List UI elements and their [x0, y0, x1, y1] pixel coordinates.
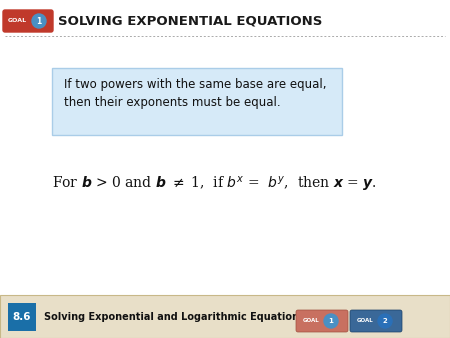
Bar	[8, 303, 36, 331]
Text: then their exponents must be equal.: then their exponents must be equal.	[64, 96, 281, 109]
Text: SOLVING EXPONENTIAL EQUATIONS: SOLVING EXPONENTIAL EQUATIONS	[58, 15, 322, 27]
Text: GOAL: GOAL	[356, 318, 374, 323]
FancyBboxPatch shape	[350, 310, 402, 332]
Text: 1: 1	[36, 17, 41, 25]
FancyBboxPatch shape	[3, 10, 53, 32]
Text: 2: 2	[382, 318, 387, 324]
Text: 8.6: 8.6	[13, 312, 31, 322]
Text: GOAL: GOAL	[302, 318, 320, 323]
FancyBboxPatch shape	[296, 310, 348, 332]
Circle shape	[378, 314, 392, 328]
Text: GOAL: GOAL	[8, 19, 27, 24]
Text: Solving Exponential and Logarithmic Equations: Solving Exponential and Logarithmic Equa…	[44, 312, 305, 322]
Text: If two powers with the same base are equal,: If two powers with the same base are equ…	[64, 78, 327, 91]
Text: 1: 1	[328, 318, 333, 324]
Circle shape	[324, 314, 338, 328]
Bar	[0, 295, 450, 338]
Circle shape	[32, 14, 46, 28]
Text: For $\boldsymbol{b}$ > 0 and $\boldsymbol{b}$ $\neq$ 1,  if $b^{x}$ =  $b^{y}$, : For $\boldsymbol{b}$ > 0 and $\boldsymbo…	[52, 175, 377, 194]
Bar	[52, 68, 342, 135]
